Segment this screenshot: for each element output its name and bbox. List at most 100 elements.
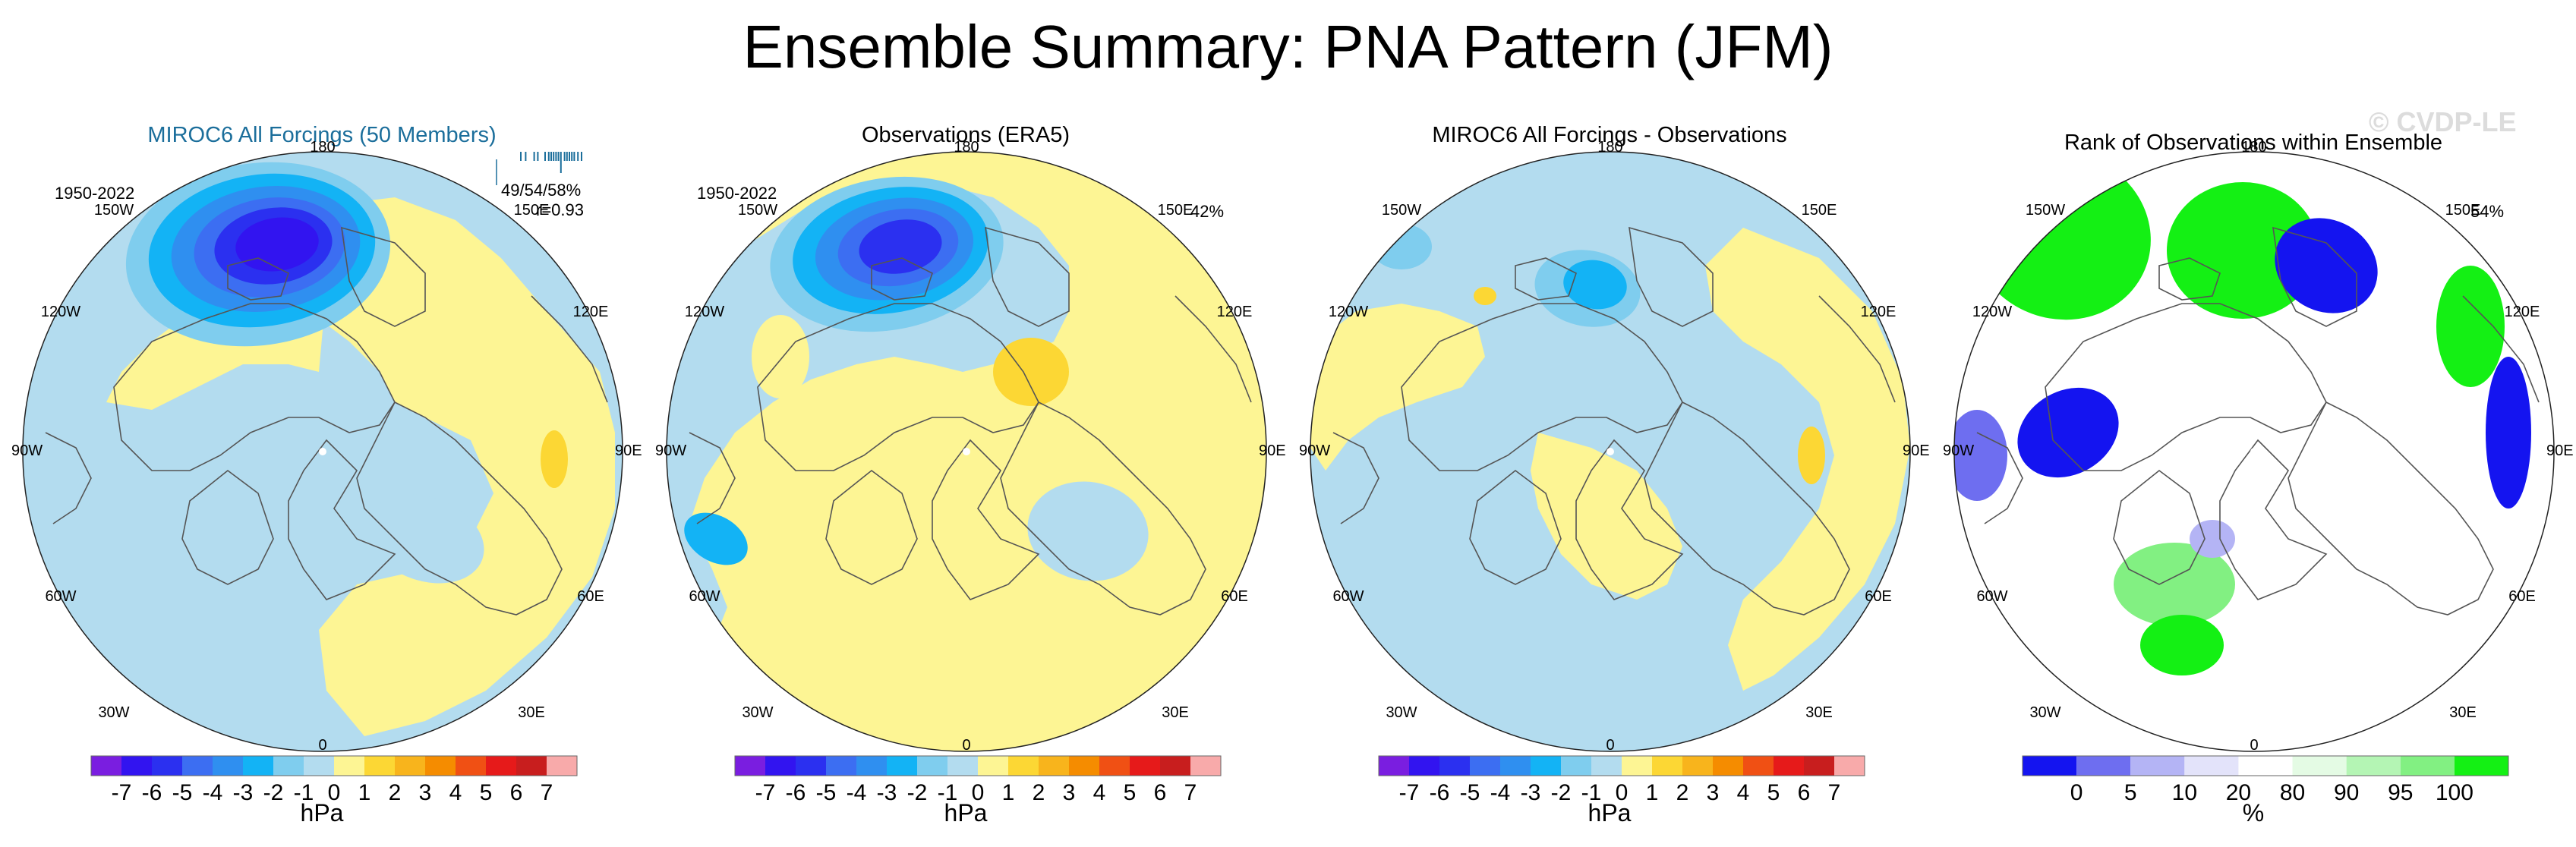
western-canada-high-center <box>993 338 1069 406</box>
longitude-label: 150W <box>94 202 134 219</box>
coastline <box>1515 257 1577 301</box>
panel-observations: Observations (ERA5) 1950-2022 42% hPa 18… <box>644 114 1288 847</box>
small-positive-difference <box>1474 287 1496 305</box>
period-label: 1950-2022 <box>697 184 777 203</box>
panel-difference: MIROC6 All Forcings - Observations hPa 1… <box>1288 114 1931 847</box>
coastline <box>2219 439 2328 600</box>
longitude-label: 30W <box>1386 704 1417 721</box>
colorbar-swatch <box>796 756 826 776</box>
colorbar-tick-label: 10 <box>2172 780 2197 805</box>
western-canada-high <box>752 315 809 398</box>
colorbar-units: hPa <box>300 799 344 827</box>
longitude-label: 150W <box>2026 202 2065 219</box>
longitude-label: 120W <box>41 304 80 320</box>
colorbar-tick-label: 1 <box>1002 780 1015 805</box>
north-pole-marker <box>319 448 326 455</box>
colorbar-tick-label: 20 <box>2226 780 2251 805</box>
colorbar-swatch <box>2454 756 2508 776</box>
colorbar-swatch <box>273 756 304 776</box>
coastline <box>531 295 608 403</box>
coastline <box>757 303 1039 471</box>
colorbar-tick-label: -3 <box>1521 780 1541 805</box>
north-pole-marker <box>963 448 970 455</box>
colorbar-swatch <box>456 756 486 776</box>
colorbar-tick-label: 90 <box>2334 780 2359 805</box>
polar-map: 180 150W 150E 120W 120E 90W 90E 60W 60E 30W 30E 0 -7… <box>655 139 1286 805</box>
longitude-label: 150W <box>738 202 777 219</box>
coastline <box>2113 469 2206 585</box>
colorbar-tick-label: 4 <box>1093 780 1106 805</box>
colorbar-swatch <box>2238 756 2293 776</box>
colorbar-swatch <box>1834 756 1865 776</box>
colorbar-units: % <box>2242 799 2265 827</box>
colorbar-tick-label: 80 <box>2280 780 2305 805</box>
colorbar-swatch <box>1652 756 1682 776</box>
panel-title: MIROC6 All Forcings - Observations <box>1432 123 1787 147</box>
coastline <box>2045 303 2327 471</box>
longitude-label: 150E <box>1158 202 1193 219</box>
colorbar-tick-label: -1 <box>938 780 958 805</box>
colorbar-swatch <box>1500 756 1531 776</box>
polar-map: 180 150W 150E 120W 120E 90W 90E 60W 60E 30W 30E 0 -7… <box>11 139 642 805</box>
north-pole-marker <box>2250 448 2258 455</box>
longitude-label: 90E <box>1259 442 1286 459</box>
colorbar-tick-label: 100 <box>2436 780 2474 805</box>
coastline <box>1575 439 1684 600</box>
colorbar-units: hPa <box>944 799 988 827</box>
colorbar-swatch <box>1379 756 1409 776</box>
colorbar-tick-label: -6 <box>786 780 806 805</box>
colorbar-swatch <box>395 756 425 776</box>
longitude-label: 30W <box>98 704 129 721</box>
longitude-label: 60E <box>2508 588 2536 605</box>
longitude-label: 30E <box>1162 704 1189 721</box>
colorbar-swatch <box>856 756 887 776</box>
longitude-label: 0 <box>2250 737 2258 754</box>
colorbar-swatch <box>2292 756 2347 776</box>
colorbar-tick-label: 5 <box>1767 780 1780 805</box>
colorbar-frame <box>2022 755 2509 776</box>
panel-rank: Rank of Observations within Ensemble 54%… <box>1931 114 2575 847</box>
coastline <box>932 439 1040 600</box>
colorbar-tick-label: -5 <box>172 780 193 805</box>
coastline <box>2158 257 2221 301</box>
colorbar-swatch <box>1039 756 1069 776</box>
longitude-label: 120W <box>1972 304 2012 320</box>
panel-title: Observations (ERA5) <box>862 123 1070 147</box>
colorbar-tick-label: 6 <box>510 780 523 805</box>
colorbar-units: hPa <box>1588 799 1632 827</box>
colorbar-tick-label: -4 <box>1490 780 1511 805</box>
colorbar-tick-label: 3 <box>1063 780 1076 805</box>
low-rank-west-pacific <box>1954 410 2007 501</box>
longitude-label: 180 <box>954 139 979 156</box>
colorbar-swatch <box>1160 756 1190 776</box>
colorbar-swatch <box>1008 756 1039 776</box>
colorbar-swatch <box>735 756 765 776</box>
colorbar-tick-label: 2 <box>1033 780 1045 805</box>
colorbar-tick-label: -2 <box>1551 780 1572 805</box>
colorbar-swatch <box>1531 756 1561 776</box>
percent-variance-label: 49/54/58% <box>501 181 582 200</box>
coastline <box>2272 226 2357 327</box>
coastline <box>356 401 563 616</box>
coastline <box>1401 303 1683 471</box>
colorbar-tick-label: -3 <box>233 780 254 805</box>
longitude-label: 90E <box>2546 442 2574 459</box>
colorbar-swatch <box>1561 756 1591 776</box>
colorbar-frame <box>90 755 578 776</box>
longitude-label: 60E <box>1865 588 1892 605</box>
colorbar-swatch <box>547 756 577 776</box>
longitude-label: 30W <box>2029 704 2060 721</box>
colorbar-swatch <box>334 756 364 776</box>
polar-map: 180 150W 150E 120W 120E 90W 90E 60W 60E 30W 30E 0 0 5… <box>1943 139 2574 805</box>
coastline <box>689 432 736 524</box>
atlantic-low-small <box>684 512 748 565</box>
colorbar-swatch <box>1470 756 1500 776</box>
longitude-label: 90W <box>11 442 43 459</box>
pattern-correlation-label: r=0.93 <box>536 200 584 219</box>
longitude-label: 90W <box>655 442 686 459</box>
coastline <box>341 226 426 327</box>
colorbar-tick-label: -1 <box>294 780 314 805</box>
colorbar-swatch <box>1622 756 1652 776</box>
longitude-label: 90W <box>1299 442 1330 459</box>
coastline <box>1644 401 1850 616</box>
